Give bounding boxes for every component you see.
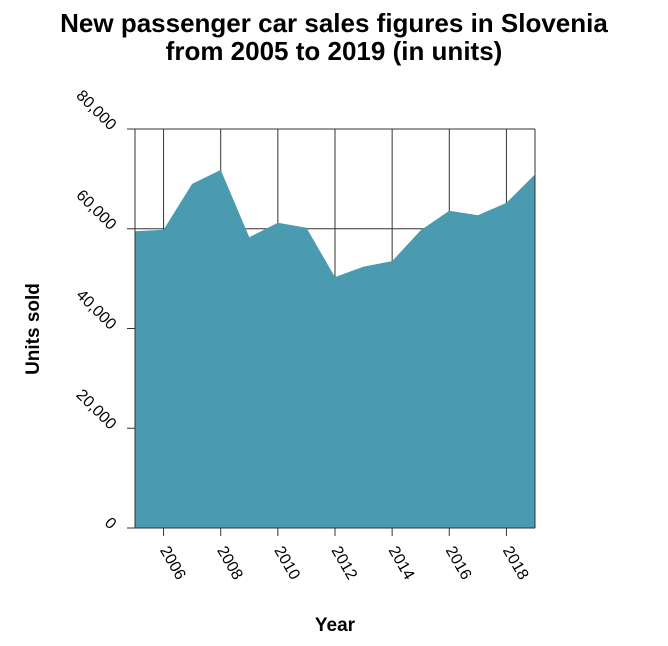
y-tick-label: 60,000: [73, 187, 120, 234]
x-tick-label: 2006: [156, 544, 189, 583]
y-tick-label: 80,000: [73, 87, 120, 134]
x-tick-label: 2014: [385, 544, 418, 583]
area-series: [135, 169, 535, 528]
x-tick-label: 2018: [499, 544, 532, 583]
y-tick-label: 20,000: [73, 386, 120, 433]
x-tick-label: 2010: [270, 544, 303, 583]
y-axis-label: Units sold: [23, 283, 44, 375]
chart-title-line-2: from 2005 to 2019 (in units): [166, 36, 503, 66]
y-tick-label: 40,000: [73, 287, 120, 334]
x-tick-label: 2008: [213, 544, 246, 583]
x-tick-label: 2016: [442, 544, 475, 583]
x-axis-label: Year: [315, 615, 356, 636]
y-axis-ticks: 0 20,000 40,000 60,000 80,000: [73, 87, 135, 533]
x-axis-ticks: 2006 2008 2010 2012 2014 2016 2018: [156, 528, 532, 583]
x-tick-label: 2012: [328, 544, 361, 583]
chart-title-line-1: New passenger car sales figures in Slove…: [60, 8, 608, 38]
axes: [134, 128, 536, 529]
y-tick-label: 0: [101, 515, 119, 533]
